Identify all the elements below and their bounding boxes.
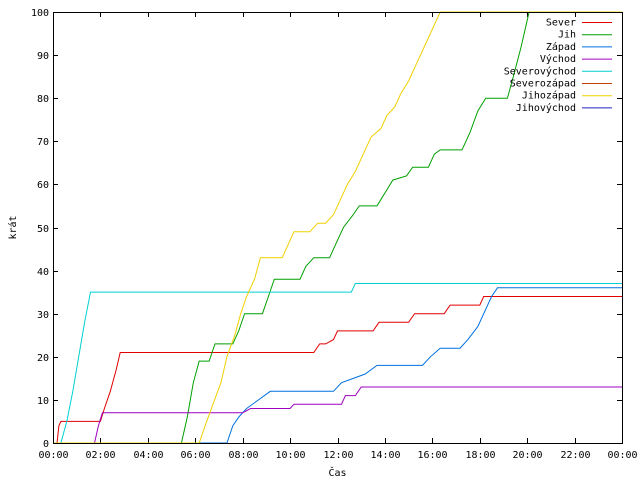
series-line-5 [53,283,622,444]
y-tick-label: 0 [43,439,49,450]
x-tick-label: 02:00 [85,450,115,461]
x-tick-label: 00:00 [607,450,637,461]
y-tick-label: 30 [37,310,49,321]
series-line-7 [53,11,622,444]
x-tick-label: 22:00 [560,450,590,461]
y-tick-label: 60 [37,180,49,191]
legend-label: Severozápad [510,78,576,90]
legend-label: Jih [558,30,576,41]
y-tick-label: 10 [37,396,49,407]
legend-label: Sever [546,18,576,29]
x-tick-label: 14:00 [370,450,400,461]
series-line-1 [53,296,622,444]
y-tick-label: 70 [37,137,49,148]
x-tick-label: 04:00 [133,450,163,461]
y-tick-label: 100 [31,8,49,19]
x-tick-label: 16:00 [417,450,447,461]
x-tick-label: 12:00 [323,450,353,461]
series-line-3 [53,287,622,444]
x-tick-label: 20:00 [512,450,542,461]
y-tick-label: 80 [37,94,49,105]
x-tick-label: 00:00 [38,450,68,461]
x-tick-label: 06:00 [180,450,210,461]
plot-frame [53,12,623,444]
series-layer [53,11,622,444]
x-axis-title: Čas [328,466,346,479]
series-line-4 [53,386,622,444]
legend-label: Jihovýchod [516,102,576,114]
y-axis-ticks: 0 10 20 30 40 50 60 70 80 90 100 [31,8,622,450]
x-axis-ticks: 00:00 02:00 04:00 06:00 08:00 10:00 12:00 14:00… [38,12,638,461]
y-tick-label: 90 [37,51,49,62]
y-tick-label: 40 [37,267,49,278]
series-line-2 [53,11,622,444]
legend-label: Východ [540,53,576,65]
y-tick-label: 20 [37,353,49,364]
x-tick-label: 18:00 [465,450,495,461]
legend: SeverJihZápadVýchodSeverovýchodSeverozáp… [504,18,612,114]
y-tick-label: 50 [37,224,49,235]
legend-label: Západ [546,41,576,53]
y-axis-title: krát [7,215,19,239]
legend-label: Jihozápad [522,90,576,102]
x-tick-label: 10:00 [275,450,305,461]
x-tick-label: 08:00 [228,450,258,461]
legend-label: Severovýchod [504,65,576,77]
